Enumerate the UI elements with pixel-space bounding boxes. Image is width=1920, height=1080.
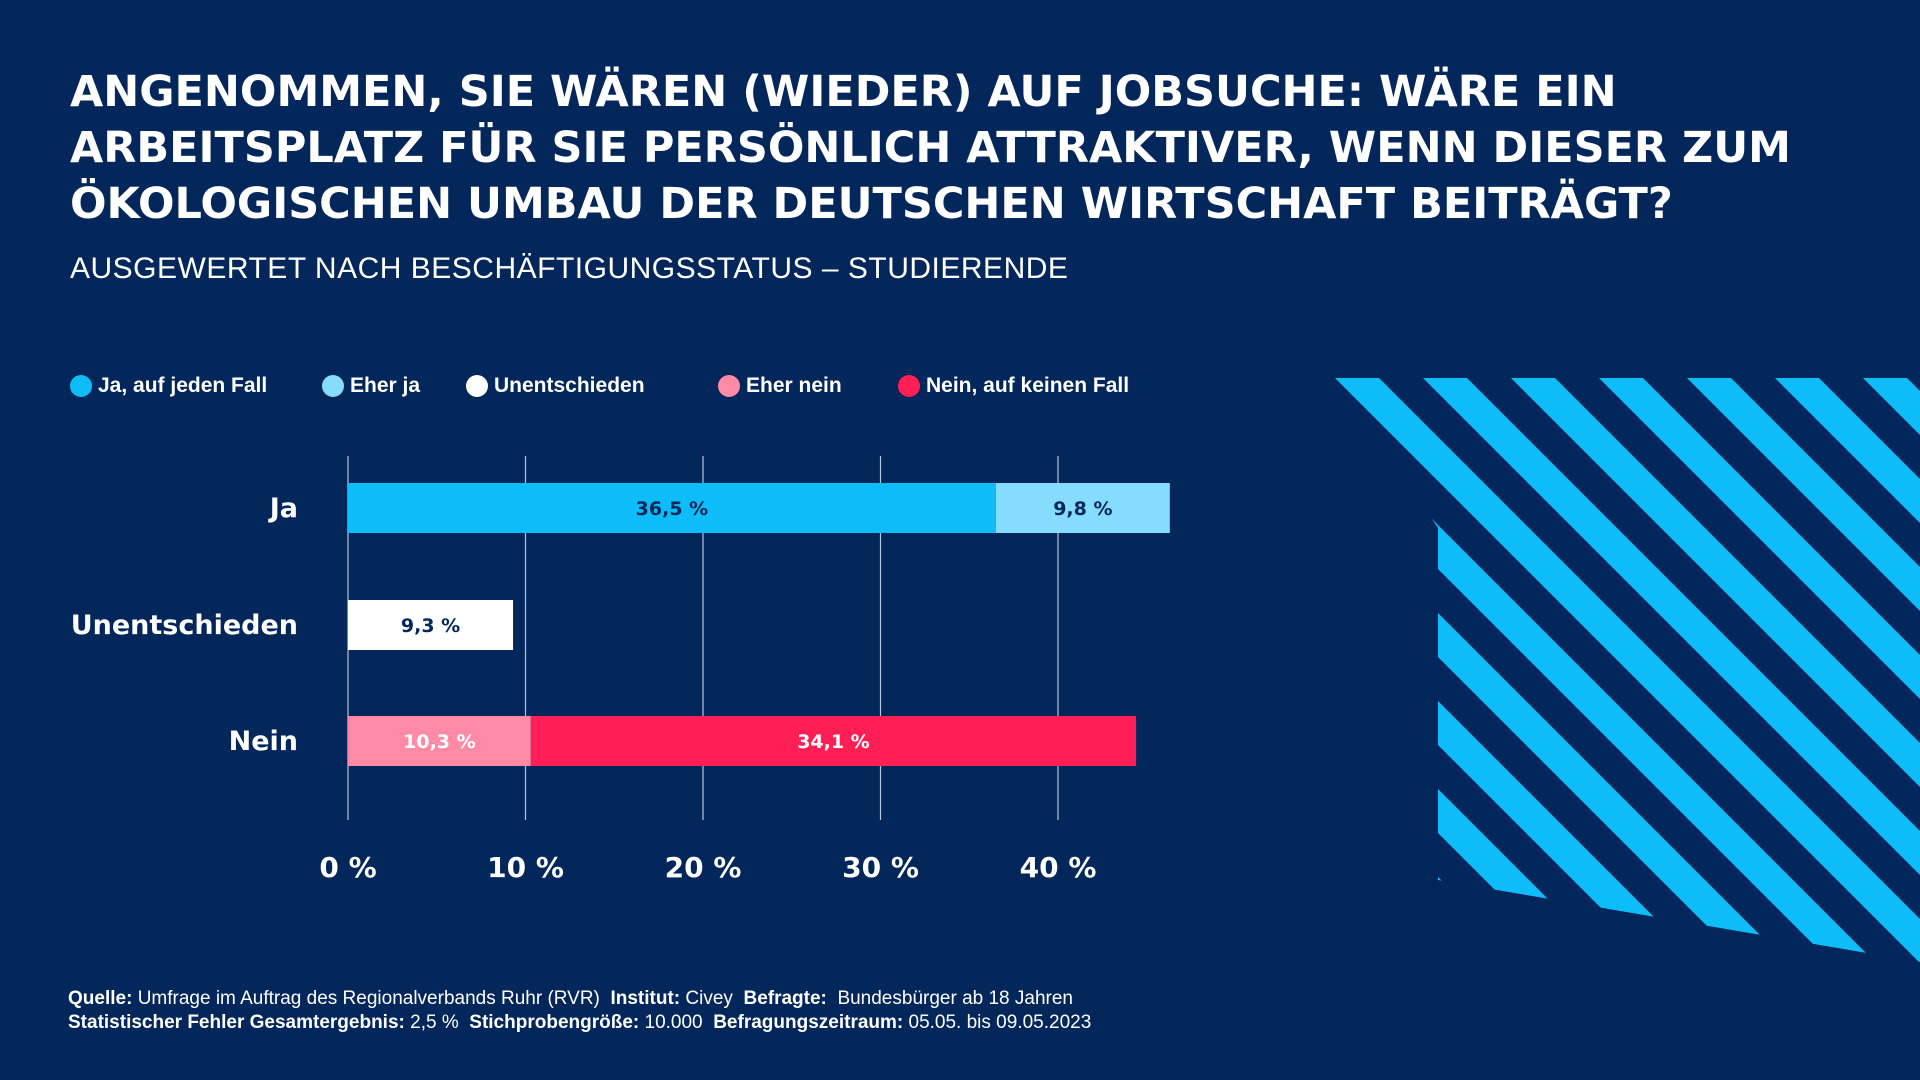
- legend-dot-nein-auf-keinen-fall: [898, 375, 920, 397]
- title-line-2: ARBEITSPLATZ FÜR SIE PERSÖNLICH ATTRAKTI…: [70, 123, 1791, 173]
- source-value-institut: Civey: [685, 988, 733, 1009]
- title-line-3: ÖKOLOGISCHEN UMBAU DER DEUTSCHEN WIRTSCH…: [70, 179, 1673, 229]
- x-tick-label-10: 10 %: [487, 851, 564, 884]
- source-value-stichprobe: 10.000: [644, 1012, 703, 1033]
- bar-value-label-eher-nein: 10,3 %: [403, 731, 476, 753]
- stripe: [1335, 378, 1647, 962]
- source-key-fehler: Statistischer Fehler Gesamtergebnis:: [68, 1012, 405, 1033]
- bar-segment-unentschieden: [348, 600, 514, 650]
- bar-segment-eher-ja: [995, 483, 1170, 533]
- bar-unentschieden: 9,3 %: [348, 600, 514, 650]
- bar-segment-nein-auf-keinen-fall: [530, 716, 1137, 766]
- chart-x-axis-ticks: 0 % 10 % 20 % 30 % 40 %: [319, 851, 1096, 884]
- legend-label-unentschieden: Unentschieden: [494, 374, 645, 397]
- stripe: [1335, 378, 1920, 962]
- chart-bars: 36,5 % 9,8 % 9,3 % 10,3 % 34,1 %: [348, 483, 1170, 766]
- decorative-stripes: [1335, 378, 1920, 962]
- legend-label-eher-ja: Eher ja: [350, 374, 421, 397]
- legend-dot-eher-ja: [322, 375, 344, 397]
- category-label-unentschieden: Unentschieden: [71, 610, 298, 641]
- bar-segment-ja-auf-jeden-fall: [348, 483, 996, 533]
- bar-value-label-ja-auf-jeden-fall: 36,5 %: [636, 498, 709, 520]
- legend-label-ja-auf-jeden-fall: Ja, auf jeden Fall: [98, 374, 268, 397]
- source-key-zeitraum: Befragungszeitraum:: [713, 1012, 904, 1033]
- source-line-1: Quelle: Umfrage im Auftrag des Regionalv…: [68, 987, 1091, 1011]
- category-label-ja: Ja: [268, 493, 298, 524]
- bar-value-label-eher-ja: 9,8 %: [1053, 498, 1112, 520]
- stripe: [1335, 378, 1823, 962]
- x-tick-label-30: 30 %: [842, 851, 919, 884]
- stripe: [1335, 378, 1471, 962]
- stripe: [1599, 378, 1920, 962]
- legend-item-nein-auf-keinen-fall: Nein, auf keinen Fall: [898, 374, 1129, 398]
- source-value-zeitraum: 05.05. bis 09.05.2023: [908, 1012, 1092, 1033]
- legend-label-nein-auf-keinen-fall: Nein, auf keinen Fall: [926, 374, 1130, 397]
- legend-item-eher-ja: Eher ja: [322, 374, 420, 398]
- bar-value-label-nein-auf-keinen-fall: 34,1 %: [797, 731, 870, 753]
- title-line-1: ANGENOMMEN, SIE WÄREN (WIEDER) AUF JOBSU…: [70, 67, 1617, 117]
- legend-dot-ja-auf-jeden-fall: [70, 375, 92, 397]
- chart-title: ANGENOMMEN, SIE WÄREN (WIEDER) AUF JOBSU…: [70, 64, 1870, 232]
- stripe: [1423, 378, 1920, 962]
- source-value-befragte: Bundesbürger ab 18 Jahren: [837, 988, 1073, 1009]
- source-value-quelle: Umfrage im Auftrag des Regionalverbands …: [137, 988, 600, 1009]
- source-info: Quelle: Umfrage im Auftrag des Regionalv…: [68, 987, 1091, 1035]
- legend-item-eher-nein: Eher nein: [718, 374, 842, 398]
- bar-segment-eher-nein: [348, 716, 531, 766]
- stripe: [1511, 378, 1920, 962]
- bar-value-label-unentschieden: 9,3 %: [401, 615, 460, 637]
- legend-item-ja-auf-jeden-fall: Ja, auf jeden Fall: [70, 374, 267, 398]
- bar-ja: 36,5 % 9,8 %: [348, 483, 1170, 533]
- legend-label-eher-nein: Eher nein: [746, 374, 842, 397]
- source-line-2: Statistischer Fehler Gesamtergebnis: 2,5…: [68, 1011, 1091, 1035]
- legend-dot-eher-nein: [718, 375, 740, 397]
- chart-category-labels: Ja Unentschieden Nein: [71, 493, 298, 757]
- legend-dot-unentschieden: [466, 375, 488, 397]
- source-key-quelle: Quelle:: [68, 988, 133, 1009]
- stripe-group: [1335, 378, 1920, 962]
- source-key-befragte: Befragte:: [743, 988, 827, 1009]
- source-value-fehler: 2,5 %: [410, 1012, 459, 1033]
- chart-subtitle: AUSGEWERTET NACH BESCHÄFTIGUNGSSTATUS – …: [70, 252, 1069, 285]
- source-key-stichprobe: Stichprobengröße:: [469, 1012, 640, 1033]
- x-tick-label-0: 0 %: [319, 851, 376, 884]
- source-key-institut: Institut:: [610, 988, 681, 1009]
- category-label-nein: Nein: [229, 726, 298, 757]
- bar-nein: 10,3 % 34,1 %: [348, 716, 1137, 766]
- x-tick-label-40: 40 %: [1020, 851, 1097, 884]
- x-tick-label-20: 20 %: [665, 851, 742, 884]
- stripe: [1687, 378, 1920, 962]
- legend-item-unentschieden: Unentschieden: [466, 374, 645, 398]
